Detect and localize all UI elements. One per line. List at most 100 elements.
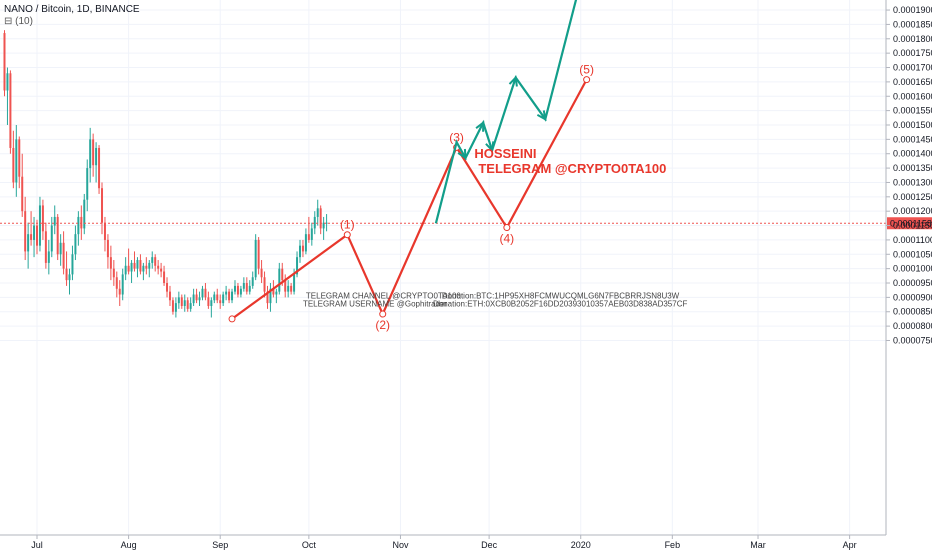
price-tick-label: 0.0001800 bbox=[893, 34, 932, 44]
price-tick-label: 0.0000800 bbox=[893, 321, 932, 331]
candle-body bbox=[219, 300, 222, 304]
candle-body bbox=[127, 265, 130, 272]
candle-body bbox=[174, 303, 177, 312]
price-tick-label: 0.0001600 bbox=[893, 91, 932, 101]
price-tick-label: 0.0001150 bbox=[893, 221, 932, 231]
candle-body bbox=[53, 216, 56, 226]
candle-body bbox=[74, 234, 77, 255]
candle-body bbox=[157, 265, 160, 269]
wave-point bbox=[343, 231, 351, 239]
wave-label: (4) bbox=[500, 232, 515, 246]
candle-body bbox=[304, 234, 307, 252]
candle-body bbox=[284, 280, 287, 292]
donation-note: Donation:BTC:1HP95XH8FCMWUCQMLG6N7FBCBRR… bbox=[442, 292, 680, 301]
candle-body bbox=[21, 176, 24, 212]
candle-body bbox=[186, 300, 189, 309]
candle-body bbox=[92, 139, 95, 166]
candle-body bbox=[298, 245, 301, 258]
candle-body bbox=[290, 285, 293, 292]
projection-arrowhead bbox=[457, 148, 467, 160]
candle-body bbox=[6, 73, 9, 91]
candle-body bbox=[115, 277, 118, 289]
projection-line bbox=[434, 0, 578, 224]
time-tick-label: Dec bbox=[481, 540, 498, 550]
wave-label: (2) bbox=[375, 318, 390, 332]
time-tick-label: Oct bbox=[302, 540, 317, 550]
candle-body bbox=[27, 234, 30, 252]
candle-body bbox=[316, 208, 319, 217]
projection-arrowhead bbox=[485, 141, 495, 153]
candle-body bbox=[101, 188, 104, 223]
candle-body bbox=[325, 222, 328, 224]
wave-label: (1) bbox=[340, 218, 355, 232]
candle-body bbox=[38, 205, 41, 246]
candle-body bbox=[260, 268, 263, 278]
candle-body bbox=[15, 139, 18, 183]
candle-body bbox=[41, 205, 44, 232]
price-tick-label: 0.0001350 bbox=[893, 163, 932, 173]
candle-body bbox=[239, 288, 242, 295]
time-axis[interactable]: Jul Aug Sep Oct Nov Dec 2020 Feb Mar Apr bbox=[0, 534, 886, 550]
price-tick-label: 0.0001550 bbox=[893, 106, 932, 116]
candle-body bbox=[204, 288, 207, 298]
candle-body bbox=[310, 228, 313, 240]
candle-body bbox=[266, 291, 269, 304]
wave-label: (3) bbox=[449, 130, 464, 144]
candle-body bbox=[118, 288, 121, 295]
price-tick-label: 0.0001100 bbox=[893, 235, 932, 245]
candle-body bbox=[233, 285, 236, 292]
candle-body bbox=[80, 216, 83, 229]
candle-body bbox=[56, 216, 59, 255]
price-axis[interactable]: 0.0000750 0.0000800 0.0000850 0.0000900 0.00… bbox=[885, 0, 932, 535]
candle-body bbox=[83, 199, 86, 229]
candle-body bbox=[287, 285, 290, 292]
wave-point bbox=[379, 310, 387, 318]
candle-body bbox=[89, 139, 92, 169]
candle-body bbox=[236, 285, 239, 295]
chart-grid bbox=[0, 0, 886, 535]
candle-body bbox=[36, 225, 38, 246]
wave-point bbox=[583, 76, 591, 84]
donation-note: Donation:ETH:0XCB0B2052F16DD20393010357A… bbox=[433, 300, 687, 309]
price-tick-label: 0.0001400 bbox=[893, 149, 932, 159]
candle-body bbox=[269, 288, 272, 304]
candle-body bbox=[257, 239, 260, 269]
time-tick-label: Feb bbox=[665, 540, 681, 550]
price-tick-label: 0.0001300 bbox=[893, 177, 932, 187]
price-tick-label: 0.0001450 bbox=[893, 134, 932, 144]
time-tick-label: Aug bbox=[121, 540, 137, 550]
candle-body bbox=[106, 239, 109, 258]
time-tick-label: Jul bbox=[31, 540, 43, 550]
candle-body bbox=[313, 216, 316, 229]
candle-body bbox=[130, 262, 133, 272]
wave-line bbox=[231, 79, 588, 320]
candle-body bbox=[50, 225, 53, 252]
candle-body bbox=[98, 147, 101, 189]
price-tick-label: 0.0000900 bbox=[893, 292, 932, 302]
candle-body bbox=[272, 288, 275, 295]
candle-body bbox=[24, 211, 27, 252]
candle-body bbox=[192, 294, 195, 304]
chart-annotations: HOSSEINI TELEGRAM @CRYPTO0TA100 TELEGRAM… bbox=[303, 146, 688, 309]
candle-body bbox=[231, 291, 234, 301]
candle-body bbox=[254, 239, 257, 278]
candle-body bbox=[145, 265, 148, 269]
price-tick-label: 0.0001250 bbox=[893, 192, 932, 202]
projection-arrowhead bbox=[536, 110, 547, 122]
candle-body bbox=[301, 245, 304, 252]
candlestick-series bbox=[3, 30, 328, 318]
price-tick-label: 0.0000950 bbox=[893, 278, 932, 288]
indicator-legend[interactable]: ⊟ (10) bbox=[4, 16, 33, 27]
candle-body bbox=[65, 268, 68, 281]
candle-body bbox=[171, 300, 174, 312]
projection-arrowhead bbox=[475, 120, 485, 132]
time-tick-label: Mar bbox=[750, 540, 766, 550]
candle-body bbox=[177, 297, 180, 304]
candle-body bbox=[322, 222, 325, 229]
candle-body bbox=[71, 254, 74, 275]
candle-body bbox=[228, 291, 231, 301]
elliott-wave-lines: (1) (2) (3) (4) (5) bbox=[228, 63, 594, 332]
price-tick-label: 0.0001900 bbox=[893, 5, 932, 15]
candle-body bbox=[275, 291, 278, 295]
